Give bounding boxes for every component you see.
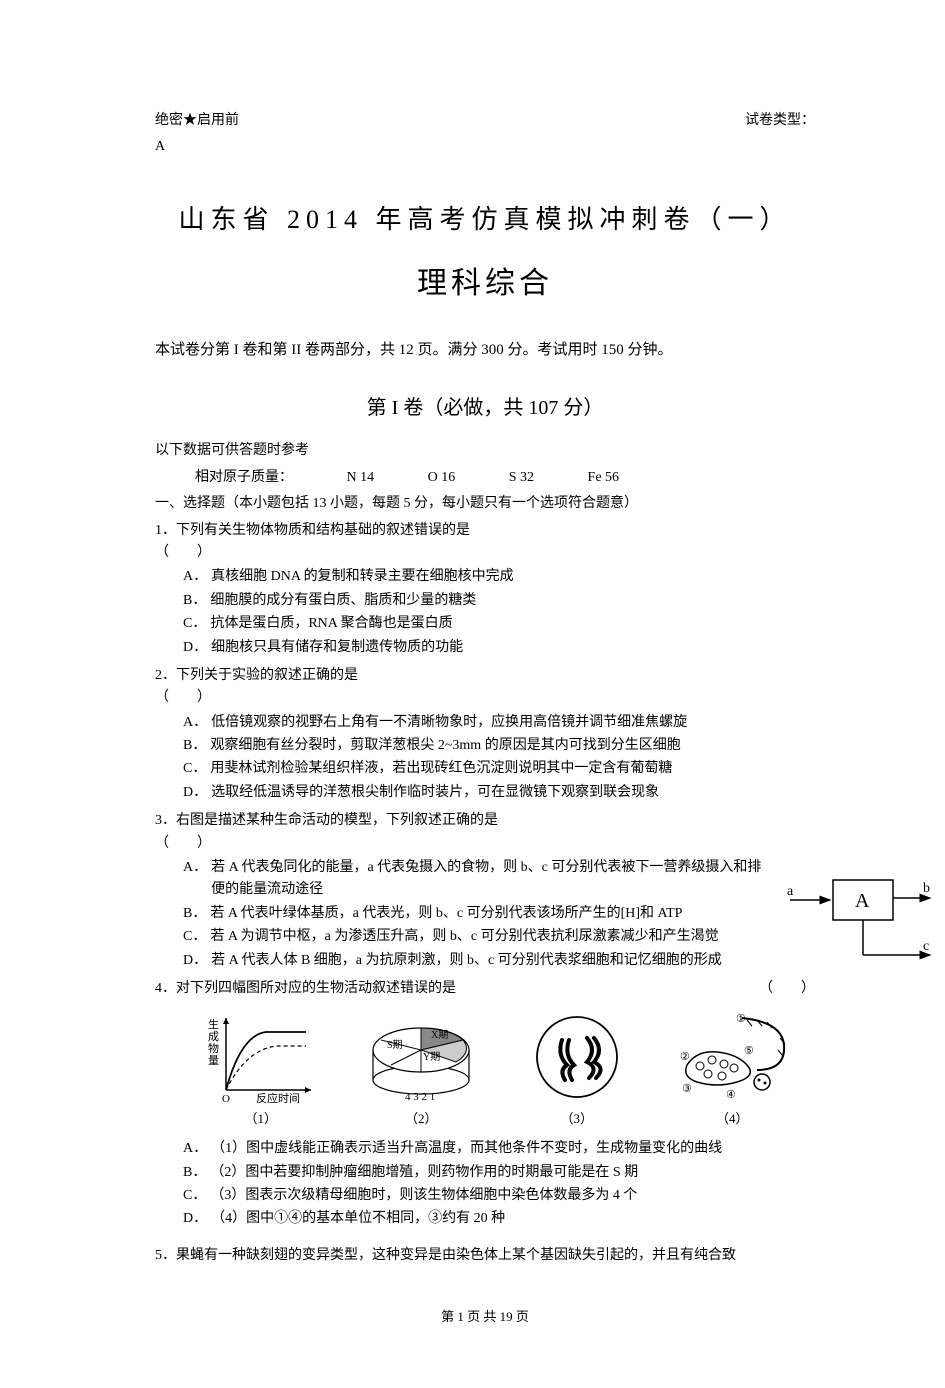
q2-B-label: B． xyxy=(183,735,206,757)
q1-A-label: A． xyxy=(183,566,207,588)
paper-description: 本试卷分第 I 卷和第 II 卷两部分，共 12 页。满分 300 分。考试用时… xyxy=(155,338,815,362)
q1-A: 真核细胞 DNA 的复制和转录主要在细胞核中完成 xyxy=(211,566,815,588)
q1-stem: 下列有关生物体物质和结构基础的叙述错误的是 xyxy=(176,520,815,542)
q4-fig3: （3） xyxy=(527,1010,627,1130)
q1-D-label: D． xyxy=(183,637,207,659)
q4-fig2-caption: （2） xyxy=(361,1109,481,1130)
q2-A: 低倍镜观察的视野右上角有一不清晰物象时，应换用高倍镜并调节细准焦螺旋 xyxy=(211,712,815,734)
q2-A-label: A． xyxy=(183,712,207,734)
question-3: 3． 右图是描述某种生命活动的模型，下列叙述正确的是 （ ） A．若 A 代表兔… xyxy=(155,810,815,972)
q4-fig3-caption: （3） xyxy=(527,1109,627,1130)
q4-D: （4）图中①④的基本单位不相同，③约有 20 种 xyxy=(211,1208,815,1230)
q4-fig1-caption: （1） xyxy=(206,1109,316,1130)
q1-B-label: B． xyxy=(183,590,206,612)
q3-B: 若 A 代表叶绿体基质，a 代表光，则 b、c 可分别代表该场所产生的[H]和 … xyxy=(210,903,775,925)
q5-number: 5． xyxy=(155,1245,176,1267)
q1-bracket: （ ） xyxy=(155,542,815,564)
q2-D: 选取经低温诱导的洋葱根尖制作临时装片，可在显微镜下观察到联会现象 xyxy=(211,782,815,804)
q3-stem: 右图是描述某种生命活动的模型，下列叙述正确的是 xyxy=(176,810,815,832)
svg-text:量: 量 xyxy=(208,1054,219,1067)
fig1-y1: 生 xyxy=(208,1017,219,1031)
svg-text:③: ③ xyxy=(682,1083,692,1095)
q3-a-label: a xyxy=(787,884,794,899)
svg-text:4 3 2 1: 4 3 2 1 xyxy=(405,1091,435,1103)
reference-note: 以下数据可供答题时参考 xyxy=(155,440,815,462)
q4-fig4: ② ⑤ ③ ④ ① （4） xyxy=(672,1010,792,1130)
paper-type-value: A xyxy=(155,136,815,158)
q3-diagram: a A b c xyxy=(785,870,935,980)
svg-text:S期: S期 xyxy=(387,1039,403,1051)
q2-stem: 下列关于实验的叙述正确的是 xyxy=(176,665,815,687)
q2-D-label: D． xyxy=(183,782,207,804)
q4-B: （2）图中若要抑制肿瘤细胞增殖，则药物作用的时期最可能是在 S 期 xyxy=(210,1162,815,1184)
q2-number: 2． xyxy=(155,665,176,687)
svg-text:②: ② xyxy=(680,1051,690,1063)
q3-b-label: b xyxy=(923,881,930,896)
paper-type-label: 试卷类型： xyxy=(745,110,815,132)
q2-C: 用斐林试剂检验某组织样液，若出现砖红色沉淀则说明其中一定含有葡萄糖 xyxy=(210,758,815,780)
q3-B-label: B． xyxy=(183,903,206,925)
atomic-N: N 14 xyxy=(347,467,375,489)
q4-number: 4． xyxy=(155,978,176,1000)
q4-A: （1）图中虚线能正确表示适当升高温度，而其他条件不变时，生成物量变化的曲线 xyxy=(211,1138,815,1160)
q3-number: 3． xyxy=(155,810,176,832)
q4-stem: 对下列四幅图所对应的生物活动叙述错误的是 xyxy=(176,981,456,996)
atomic-O: O 16 xyxy=(428,467,456,489)
q1-C-label: C． xyxy=(183,613,206,635)
q4-B-label: B． xyxy=(183,1162,206,1184)
svg-text:O: O xyxy=(222,1093,230,1105)
q4-fig2: X期 S期 Y期 4 3 2 1 （2） xyxy=(361,1010,481,1130)
q3-D-label: D． xyxy=(183,950,207,972)
question-4: 4． 对下列四幅图所对应的生物活动叙述错误的是 （ ） 生 成 物 量 O 反应… xyxy=(155,978,815,1231)
q1-number: 1． xyxy=(155,520,176,542)
svg-text:①: ① xyxy=(736,1013,746,1025)
svg-text:X期: X期 xyxy=(431,1029,448,1041)
q3-bracket: （ ） xyxy=(155,833,815,855)
q5-stem: 果蝇有一种缺刻翅的变异类型，这种变异是由染色体上某个基因缺失引起的，并且有纯合致 xyxy=(176,1245,815,1267)
q4-A-label: A． xyxy=(183,1138,207,1160)
atomic-label: 相对原子质量： xyxy=(195,467,293,489)
svg-text:Y期: Y期 xyxy=(423,1051,440,1063)
q3-A-label: A． xyxy=(183,857,207,902)
q2-C-label: C． xyxy=(183,758,206,780)
q1-B: 细胞膜的成分有蛋白质、脂质和少量的糖类 xyxy=(210,590,815,612)
question-2: 2． 下列关于实验的叙述正确的是 （ ） A．低倍镜观察的视野右上角有一不清晰物… xyxy=(155,665,815,804)
question-1: 1． 下列有关生物体物质和结构基础的叙述错误的是 （ ） A．真核细胞 DNA … xyxy=(155,520,815,659)
q3-C-label: C． xyxy=(183,926,206,948)
svg-text:成: 成 xyxy=(208,1030,219,1043)
section1-header: 一、选择题（本小题包括 13 小题，每题 5 分，每小题只有一个选项符合题意） xyxy=(155,493,815,515)
fig1-xlabel: 反应时间 xyxy=(256,1091,300,1105)
footer-total: 19 xyxy=(500,1309,513,1324)
q4-D-label: D． xyxy=(183,1208,207,1230)
q1-C: 抗体是蛋白质，RNA 聚合酶也是蛋白质 xyxy=(210,613,815,635)
question-5: 5． 果蝇有一种缺刻翅的变异类型，这种变异是由染色体上某个基因缺失引起的，并且有… xyxy=(155,1245,815,1267)
q2-bracket: （ ） xyxy=(155,687,815,709)
svg-text:⑤: ⑤ xyxy=(744,1045,754,1057)
q4-C-label: C． xyxy=(183,1185,206,1207)
svg-text:物: 物 xyxy=(208,1041,219,1055)
q2-B: 观察细胞有丝分裂时，剪取洋葱根尖 2~3mm 的原因是其内可找到分生区细胞 xyxy=(210,735,815,757)
q4-bracket: （ ） xyxy=(759,978,815,1000)
part-header: 第 I 卷（必做，共 107 分） xyxy=(155,392,815,424)
q3-box-label: A xyxy=(855,890,870,912)
svg-text:④: ④ xyxy=(726,1089,736,1101)
q4-fig1: 生 成 物 量 O 反应时间 （1） xyxy=(206,1010,316,1130)
title-sub: 理科综合 xyxy=(155,260,815,308)
q1-D: 细胞核只具有储存和复制遗传物质的功能 xyxy=(211,637,815,659)
title-main: 山东省 2014 年高考仿真模拟冲刺卷（一） xyxy=(155,199,815,241)
q3-D: 若 A 代表人体 B 细胞，a 为抗原刺激，则 b、c 可分别代表浆细胞和记忆细… xyxy=(211,950,775,972)
atomic-mass-line: 相对原子质量： N 14 O 16 S 32 Fe 56 xyxy=(195,467,815,489)
atomic-S: S 32 xyxy=(509,467,534,489)
q4-C: （3）图表示次级精母细胞时，则该生物体细胞中染色体数最多为 4 个 xyxy=(210,1185,815,1207)
page-footer: 第 1 页 共 19 页 xyxy=(155,1307,815,1328)
q3-A: 若 A 代表兔同化的能量，a 代表兔摄入的食物，则 b、c 可分别代表被下一营养… xyxy=(211,857,775,902)
q3-c-label: c xyxy=(923,939,929,954)
atomic-Fe: Fe 56 xyxy=(588,467,620,489)
q3-C: 若 A 为调节中枢，a 为渗透压升高，则 b、c 可分别代表抗利尿激素减少和产生… xyxy=(210,926,775,948)
secrecy-label: 绝密★启用前 xyxy=(155,110,239,132)
q4-fig4-caption: （4） xyxy=(672,1109,792,1130)
